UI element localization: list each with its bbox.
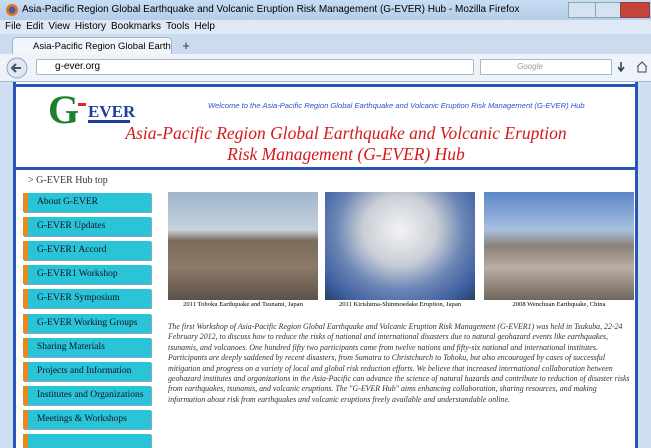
- menu-item[interactable]: View: [48, 21, 70, 32]
- photo: [168, 192, 318, 300]
- back-button[interactable]: [6, 57, 28, 79]
- photo: [325, 192, 475, 300]
- window-title: Asia-Pacific Region Global Earthquake an…: [22, 4, 519, 15]
- logo-dash: [78, 103, 86, 106]
- nav-button[interactable]: G-EVER Symposium: [23, 289, 151, 308]
- welcome-text: Welcome to the Asia-Pacific Region Globa…: [208, 101, 585, 110]
- photo: [484, 192, 634, 300]
- menu-item[interactable]: File: [5, 21, 21, 32]
- logo-letter: G: [48, 87, 79, 131]
- nav-button[interactable]: G-EVER Working Groups: [23, 314, 151, 333]
- nav-button[interactable]: Meetings & Workshops: [23, 410, 151, 429]
- site-header: G EVER Welcome to the Asia-Pacific Regio…: [16, 84, 635, 170]
- photo-caption: 2011 Kirishima-Shinmoedake Eruption, Jap…: [322, 301, 478, 308]
- menu-item[interactable]: Tools: [166, 21, 189, 32]
- browser-window: Asia-Pacific Region Global Earthquake an…: [0, 0, 651, 448]
- nav-button[interactable]: Sharing Materials: [23, 338, 151, 357]
- nav-button[interactable]: G-EVER1 Workshop: [23, 265, 151, 284]
- nav-button[interactable]: [23, 434, 151, 448]
- photo-caption: 2008 Wenchuan Earthquake, China: [481, 301, 637, 308]
- site-title: Risk Management (G-EVER) Hub: [96, 144, 596, 165]
- tab-bar: Asia-Pacific Region Global Earthquake a.…: [0, 34, 651, 54]
- nav-button[interactable]: G-EVER Updates: [23, 217, 151, 236]
- menu-item[interactable]: Help: [194, 21, 215, 32]
- menu-item[interactable]: History: [75, 21, 106, 32]
- web-page: G EVER Welcome to the Asia-Pacific Regio…: [13, 82, 638, 448]
- url-bar[interactable]: g-ever.org: [36, 59, 474, 75]
- intro-paragraph: The first Workshop of Asia-Pacific Regio…: [168, 322, 634, 405]
- menu-item[interactable]: Bookmarks: [111, 21, 161, 32]
- navigation-bar: g-ever.org Google: [0, 54, 651, 82]
- new-tab-button[interactable]: +: [178, 38, 194, 53]
- maximize-button[interactable]: [595, 2, 621, 18]
- nav-button[interactable]: About G-EVER: [23, 193, 151, 212]
- nav-button[interactable]: Institutes and Organizations: [23, 386, 151, 405]
- nav-button[interactable]: Projects and Information: [23, 362, 151, 381]
- menu-bar: File Edit View History Bookmarks Tools Help: [0, 20, 651, 34]
- nav-button[interactable]: G-EVER1 Accord: [23, 241, 151, 260]
- logo-text: EVER: [88, 102, 136, 121]
- close-button[interactable]: [620, 2, 650, 18]
- site-title: Asia-Pacific Region Global Earthquake an…: [96, 123, 596, 144]
- photo-caption: 2011 Tohoku Earthquake and Tsunami, Japa…: [165, 301, 321, 308]
- minimize-button[interactable]: [568, 2, 596, 18]
- menu-item[interactable]: Edit: [26, 21, 43, 32]
- firefox-icon: [5, 3, 19, 17]
- title-bar: Asia-Pacific Region Global Earthquake an…: [0, 0, 651, 20]
- toolbar-icons: [618, 61, 648, 73]
- search-box[interactable]: Google: [480, 59, 612, 75]
- tab[interactable]: Asia-Pacific Region Global Earthquake a.…: [12, 37, 172, 54]
- breadcrumb[interactable]: > G-EVER Hub top: [28, 175, 108, 186]
